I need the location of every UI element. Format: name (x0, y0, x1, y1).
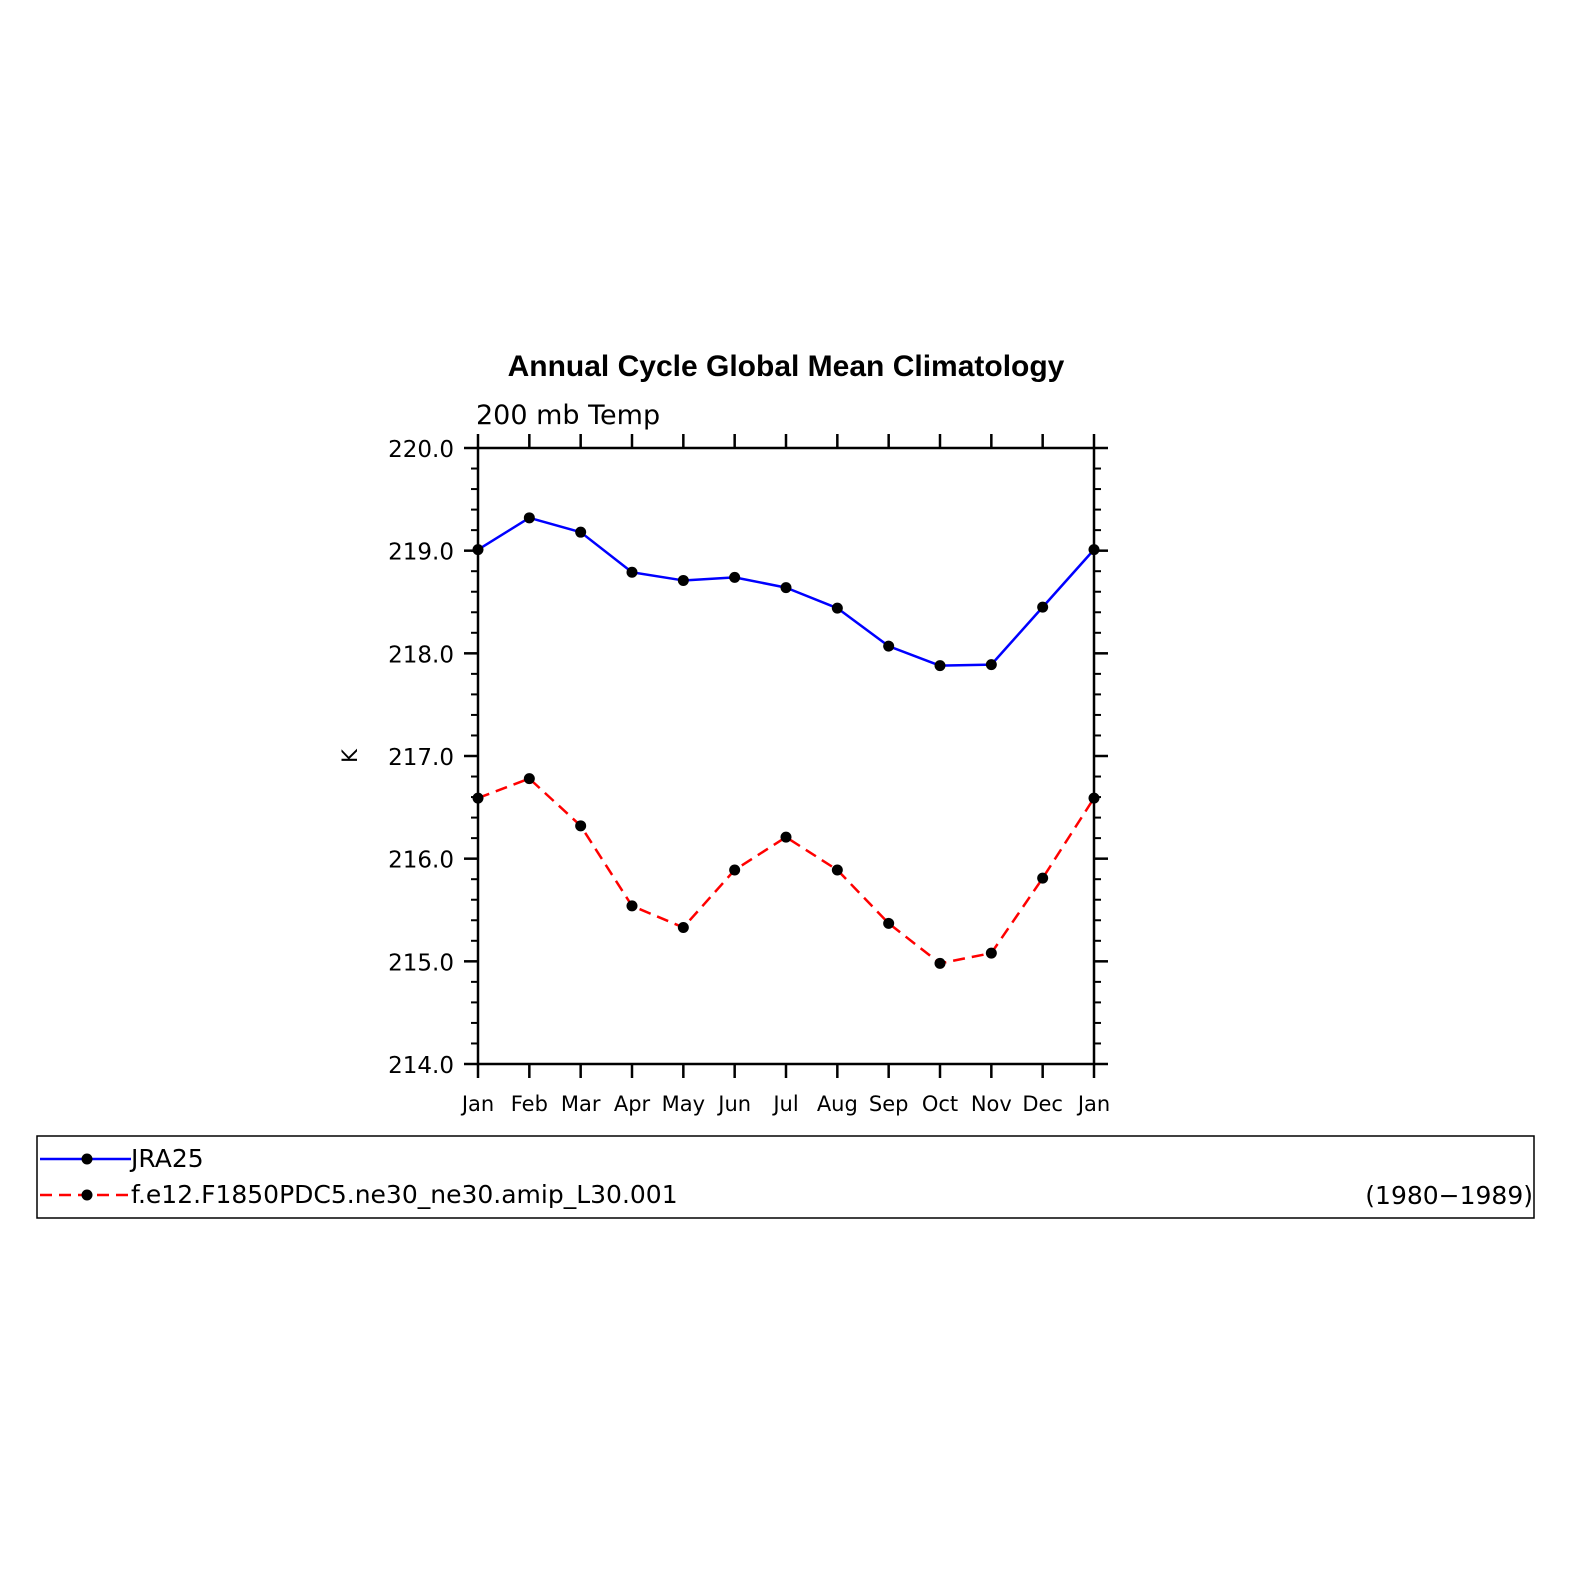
series-line (477, 777, 1096, 965)
data-point (626, 900, 638, 912)
data-point (1088, 544, 1100, 556)
x-tick-label: Feb (511, 1092, 548, 1116)
x-tick-label: Oct (922, 1092, 958, 1116)
x-tick-label: Jan (460, 1092, 494, 1116)
chart-subtitle: 200 mb Temp (476, 400, 660, 431)
y-tick-label: 220.0 (388, 437, 454, 463)
y-tick-label: 214.0 (388, 1053, 454, 1079)
data-point (677, 921, 689, 933)
y-tick-label: 217.0 (388, 745, 454, 771)
x-tick-labels: Jan Feb Mar Apr May Jun Jul Aug Sep Oct Nov Dec Jan (460, 1092, 1110, 1116)
data-point (472, 544, 484, 556)
legend-box (36, 1135, 1535, 1219)
data-point (985, 947, 997, 959)
x-tick-label: Jun (716, 1092, 751, 1116)
legend: JRA25 f.e12.F1850PDC5.ne30_ne30.amip_L30.… (40, 1144, 678, 1209)
data-point (575, 526, 587, 538)
data-point (626, 566, 638, 578)
x-tick-label: Mar (561, 1092, 601, 1116)
data-point (985, 659, 997, 671)
data-point (883, 917, 895, 929)
x-tick-label: Nov (971, 1092, 1012, 1116)
y-tick-label: 215.0 (388, 950, 454, 976)
legend-entry-2: f.e12.F1850PDC5.ne30_ne30.amip_L30.001 (40, 1180, 678, 1209)
legend-entry-1: JRA25 (40, 1144, 204, 1173)
data-point (575, 820, 587, 832)
data-point (831, 864, 843, 876)
x-tick-label: May (662, 1092, 705, 1116)
data-point (472, 792, 484, 804)
y-tick-label: 216.0 (388, 848, 454, 874)
data-point (729, 864, 741, 876)
series-layer (472, 512, 1100, 969)
data-point (1037, 601, 1049, 613)
data-point (831, 602, 843, 614)
y-tick-labels: 214.0 215.0 216.0 217.0 218.0 219.0 220.0 (388, 437, 454, 1079)
data-point (780, 831, 792, 843)
x-tick-label: Sep (869, 1092, 909, 1116)
y-tick-label: 218.0 (388, 642, 454, 668)
data-point (1037, 872, 1049, 884)
y-axis-label: K (338, 748, 362, 763)
data-point (883, 640, 895, 652)
legend-marker (81, 1153, 93, 1165)
legend-period-note: (1980−1989) (1365, 1181, 1533, 1210)
legend-marker (81, 1189, 93, 1201)
data-point (780, 582, 792, 594)
x-tick-label: Jul (771, 1092, 798, 1116)
x-tick-label: Jan (1076, 1092, 1110, 1116)
data-point (677, 574, 689, 586)
data-point (523, 512, 535, 524)
series-2 (472, 773, 1100, 969)
plot-frame (476, 446, 1096, 1066)
data-point (729, 571, 741, 583)
data-point (934, 660, 946, 672)
x-tick-label: Dec (1022, 1092, 1063, 1116)
chart-title: Annual Cycle Global Mean Climatology (508, 350, 1065, 383)
x-tick-label: Aug (817, 1092, 858, 1116)
legend-label: JRA25 (129, 1144, 204, 1173)
axis-ticks (464, 434, 1108, 1078)
data-point (934, 957, 946, 969)
series-1 (472, 512, 1100, 672)
data-point (523, 773, 535, 785)
legend-label: f.e12.F1850PDC5.ne30_ne30.amip_L30.001 (131, 1180, 678, 1209)
x-tick-label: Apr (614, 1092, 651, 1116)
y-tick-label: 219.0 (388, 540, 454, 566)
data-point (1088, 792, 1100, 804)
